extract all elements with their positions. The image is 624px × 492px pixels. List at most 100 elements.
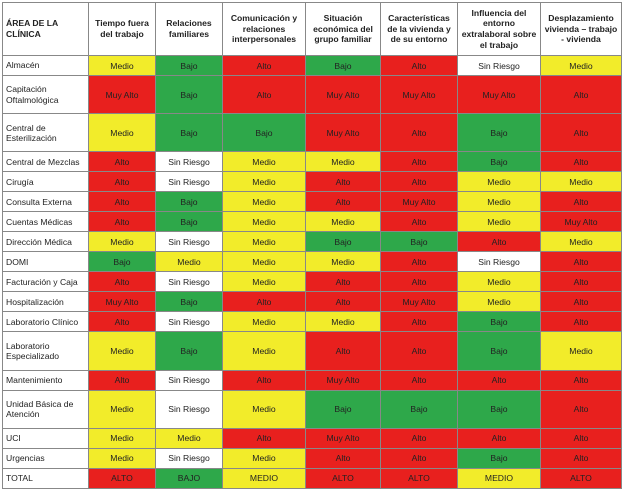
header-row: ÁREA DE LA CLÍNICA Tiempo fuera del traba… xyxy=(2,2,622,56)
risk-cell: MEDIO xyxy=(222,467,306,490)
risk-cell: Sin Riesgo xyxy=(155,151,223,173)
risk-cell: Medio xyxy=(222,251,306,273)
column-header: Relaciones familiares xyxy=(155,2,223,56)
risk-cell: Alto xyxy=(540,113,622,153)
risk-cell: Medio xyxy=(457,191,541,213)
risk-cell: Alto xyxy=(380,151,458,173)
risk-cell: Alto xyxy=(540,369,622,391)
area-cell: Cirugía xyxy=(2,171,89,193)
risk-cell: Alto xyxy=(380,211,458,233)
risk-cell: Alto xyxy=(88,211,156,233)
risk-cell: Bajo xyxy=(305,231,381,253)
area-cell: Hospitalización xyxy=(2,291,89,313)
column-header: Situación económica del grupo familiar xyxy=(305,2,381,56)
risk-cell: Bajo xyxy=(155,113,223,153)
risk-cell: Medio xyxy=(457,171,541,193)
risk-cell: Medio xyxy=(155,427,223,449)
risk-cell: Sin Riesgo xyxy=(155,231,223,253)
risk-cell: Sin Riesgo xyxy=(155,389,223,429)
risk-cell: ALTO xyxy=(380,467,458,490)
risk-cell: Alto xyxy=(222,291,306,313)
table-row: Laboratorio Especializado Medio Bajo Medio A… xyxy=(2,331,622,371)
area-cell: Laboratorio Clínico xyxy=(2,311,89,333)
risk-cell: Alto xyxy=(540,291,622,313)
area-cell: Consulta Externa xyxy=(2,191,89,213)
risk-cell: Alto xyxy=(380,427,458,449)
risk-cell: Bajo xyxy=(380,389,458,429)
risk-cell: Medio xyxy=(457,211,541,233)
risk-cell: Bajo xyxy=(457,113,541,153)
risk-cell: Medio xyxy=(457,291,541,313)
table-row: Unidad Básica de Atención Medio Sin Riesgo… xyxy=(2,389,622,429)
risk-cell: Bajo xyxy=(457,151,541,173)
risk-cell: Muy Alto xyxy=(88,74,156,115)
table-row: Central de Mezclas Alto Sin Riesgo Medio Med… xyxy=(2,151,622,173)
risk-cell: Alto xyxy=(380,271,458,293)
risk-cell: Alto xyxy=(540,271,622,293)
risk-cell: Medio xyxy=(88,427,156,449)
risk-cell: Alto xyxy=(222,74,306,115)
table-body: Almacén Medio Bajo Alto Bajo Alto Sin Riesgo Me… xyxy=(2,55,622,490)
risk-cell: Medio xyxy=(88,55,156,76)
table-row: Mantenimiento Alto Sin Riesgo Alto Muy Alto A… xyxy=(2,369,622,391)
risk-cell: Alto xyxy=(540,74,622,115)
risk-cell: Medio xyxy=(540,55,622,76)
risk-cell: Bajo xyxy=(222,113,306,153)
risk-cell: Medio xyxy=(305,211,381,233)
risk-cell: Alto xyxy=(540,389,622,429)
table-row: Almacén Medio Bajo Alto Bajo Alto Sin Riesgo Me… xyxy=(2,55,622,76)
risk-cell: Bajo xyxy=(305,55,381,76)
table-row: Capitación Oftalmológica Muy Alto Bajo Alto… xyxy=(2,74,622,115)
risk-cell: Medio xyxy=(540,331,622,371)
risk-cell: Alto xyxy=(540,251,622,273)
risk-cell: Muy Alto xyxy=(380,74,458,115)
risk-cell: Medio xyxy=(222,231,306,253)
risk-cell: Medio xyxy=(540,231,622,253)
risk-cell: Medio xyxy=(457,271,541,293)
column-header: Comunicación y relaciones interpersonale… xyxy=(222,2,306,56)
risk-cell: Bajo xyxy=(457,389,541,429)
risk-cell: Bajo xyxy=(155,191,223,213)
risk-cell: Alto xyxy=(457,369,541,391)
area-cell: Facturación y Caja xyxy=(2,271,89,293)
risk-cell: Medio xyxy=(88,231,156,253)
area-cell: Dirección Médica xyxy=(2,231,89,253)
area-cell: Unidad Básica de Atención xyxy=(2,389,89,429)
risk-cell: Alto xyxy=(88,151,156,173)
risk-cell: Alto xyxy=(222,427,306,449)
risk-cell: Bajo xyxy=(155,74,223,115)
risk-cell: Medio xyxy=(88,113,156,153)
column-header: Características de la vivienda y de su e… xyxy=(380,2,458,56)
risk-cell: Medio xyxy=(222,311,306,333)
area-cell: Capitación Oftalmológica xyxy=(2,74,89,115)
risk-cell: Alto xyxy=(222,55,306,76)
risk-cell: Bajo xyxy=(380,231,458,253)
table-row: Facturación y Caja Alto Sin Riesgo Medio Alt… xyxy=(2,271,622,293)
risk-cell: Muy Alto xyxy=(305,427,381,449)
risk-cell: Alto xyxy=(222,369,306,391)
risk-cell: Sin Riesgo xyxy=(155,171,223,193)
risk-cell: Alto xyxy=(88,191,156,213)
risk-cell: Bajo xyxy=(155,331,223,371)
risk-cell: MEDIO xyxy=(457,467,541,490)
risk-cell: Alto xyxy=(380,113,458,153)
risk-cell: Muy Alto xyxy=(380,191,458,213)
risk-cell: Bajo xyxy=(155,55,223,76)
risk-cell: Sin Riesgo xyxy=(457,55,541,76)
risk-cell: Alto xyxy=(380,171,458,193)
risk-cell: Muy Alto xyxy=(305,74,381,115)
area-cell: TOTAL xyxy=(2,467,89,490)
risk-cell: Muy Alto xyxy=(305,113,381,153)
risk-cell: Alto xyxy=(540,151,622,173)
risk-cell: Medio xyxy=(88,331,156,371)
risk-cell: Muy Alto xyxy=(380,291,458,313)
risk-cell: Sin Riesgo xyxy=(155,271,223,293)
table-row: TOTAL ALTO BAJO MEDIO ALTO ALTO MEDIO ALTO xyxy=(2,467,622,490)
risk-cell: Alto xyxy=(305,331,381,371)
risk-cell: Medio xyxy=(305,251,381,273)
table-row: Cuentas Médicas Alto Bajo Medio Medio Alto Med… xyxy=(2,211,622,233)
risk-cell: Medio xyxy=(88,447,156,469)
risk-cell: Alto xyxy=(305,271,381,293)
area-cell: Central de Esterilización xyxy=(2,113,89,153)
risk-cell: Alto xyxy=(305,191,381,213)
